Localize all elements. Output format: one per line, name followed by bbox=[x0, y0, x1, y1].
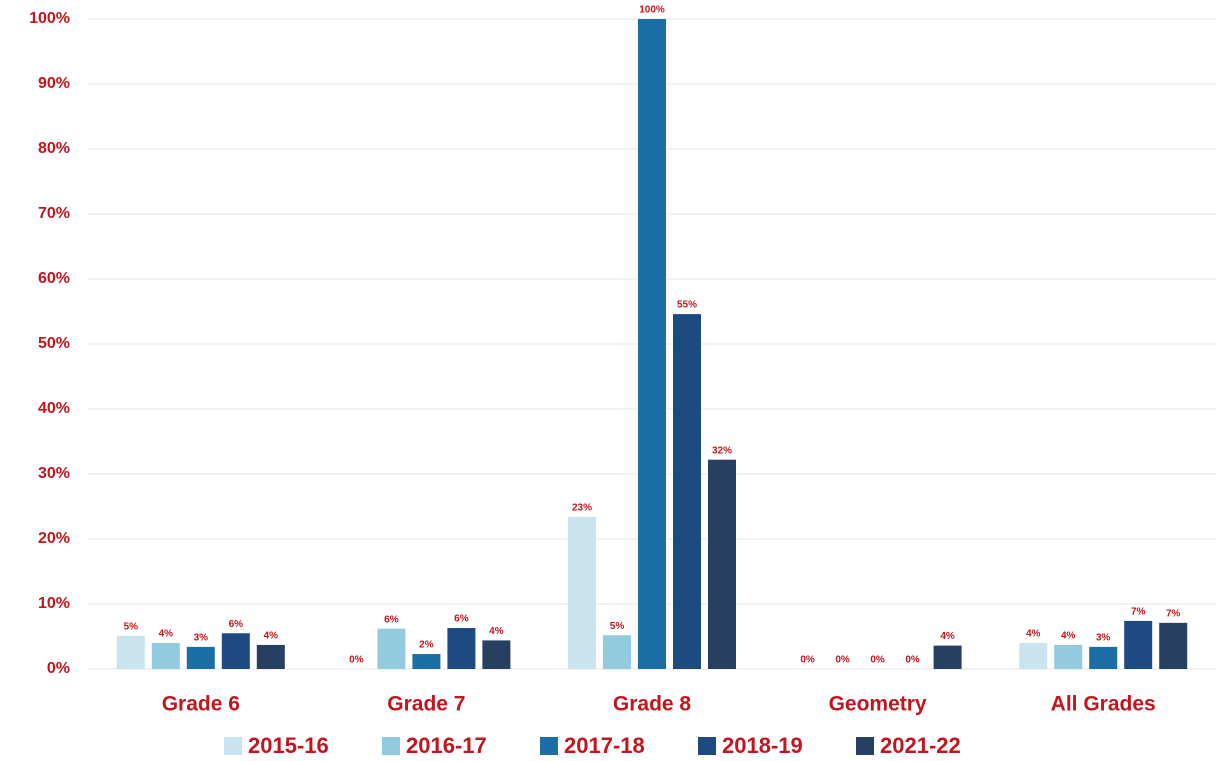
legend-swatch bbox=[540, 737, 558, 755]
value-label: 4% bbox=[264, 631, 279, 642]
bar bbox=[603, 635, 631, 669]
value-label: 55% bbox=[677, 300, 697, 311]
y-tick-label: 40% bbox=[38, 400, 70, 417]
x-tick-label: Grade 6 bbox=[162, 693, 240, 716]
y-tick-label: 90% bbox=[38, 75, 70, 92]
y-tick-label: 70% bbox=[38, 205, 70, 222]
value-label: 3% bbox=[1096, 633, 1111, 644]
y-tick-label: 0% bbox=[47, 660, 70, 677]
bar bbox=[1124, 620, 1153, 669]
value-label: 5% bbox=[610, 621, 625, 632]
bar bbox=[708, 459, 736, 669]
value-label: 4% bbox=[1026, 629, 1041, 640]
y-tick-label: 10% bbox=[38, 595, 70, 612]
value-label: 4% bbox=[159, 629, 174, 640]
y-tick-label: 50% bbox=[38, 335, 70, 352]
bar bbox=[1159, 622, 1188, 669]
x-tick-label: Grade 8 bbox=[613, 693, 692, 716]
bar bbox=[377, 628, 406, 669]
bar bbox=[151, 643, 180, 669]
value-label: 0% bbox=[870, 655, 885, 666]
legend-label: 2021-22 bbox=[880, 733, 961, 758]
x-tick-label: All Grades bbox=[1051, 693, 1156, 716]
y-tick-label: 80% bbox=[38, 140, 70, 157]
value-label: 4% bbox=[940, 631, 955, 642]
bar bbox=[221, 633, 250, 669]
value-label: 0% bbox=[349, 655, 364, 666]
legend-swatch bbox=[698, 737, 716, 755]
value-label: 6% bbox=[384, 614, 399, 625]
value-label: 100% bbox=[639, 5, 665, 16]
value-label: 6% bbox=[229, 619, 244, 630]
x-tick-label: Geometry bbox=[829, 693, 927, 716]
legend-label: 2016-17 bbox=[406, 733, 487, 758]
bar bbox=[933, 645, 962, 669]
value-label: 4% bbox=[1061, 631, 1076, 642]
legend-label: 2015-16 bbox=[248, 733, 329, 758]
y-tick-label: 20% bbox=[38, 530, 70, 547]
bar bbox=[447, 628, 476, 669]
bar bbox=[1089, 646, 1118, 669]
bar bbox=[1019, 643, 1048, 669]
bar bbox=[412, 654, 441, 669]
bar bbox=[1054, 644, 1083, 669]
legend-swatch bbox=[382, 737, 400, 755]
bar bbox=[116, 635, 145, 669]
value-label: 32% bbox=[712, 445, 732, 456]
value-label: 5% bbox=[124, 621, 139, 632]
bar bbox=[638, 19, 666, 669]
value-label: 7% bbox=[1131, 607, 1146, 618]
legend-label: 2017-18 bbox=[564, 733, 645, 758]
value-label: 3% bbox=[194, 633, 209, 644]
value-label: 4% bbox=[489, 626, 504, 637]
bar bbox=[256, 644, 285, 669]
legend-swatch bbox=[224, 737, 242, 755]
value-label: 7% bbox=[1166, 608, 1181, 619]
y-tick-label: 30% bbox=[38, 465, 70, 482]
value-label: 0% bbox=[800, 655, 815, 666]
value-label: 2% bbox=[419, 640, 434, 651]
bar bbox=[482, 640, 511, 669]
y-tick-label: 60% bbox=[38, 270, 70, 287]
value-label: 0% bbox=[905, 655, 920, 666]
bar bbox=[673, 314, 701, 669]
value-label: 23% bbox=[572, 503, 592, 514]
bar bbox=[568, 516, 596, 669]
x-tick-label: Grade 7 bbox=[387, 693, 465, 716]
y-tick-label: 100% bbox=[29, 10, 70, 27]
bar bbox=[186, 646, 215, 669]
legend-label: 2018-19 bbox=[722, 733, 803, 758]
value-label: 0% bbox=[835, 655, 850, 666]
legend-swatch bbox=[856, 737, 874, 755]
value-label: 6% bbox=[454, 614, 469, 625]
